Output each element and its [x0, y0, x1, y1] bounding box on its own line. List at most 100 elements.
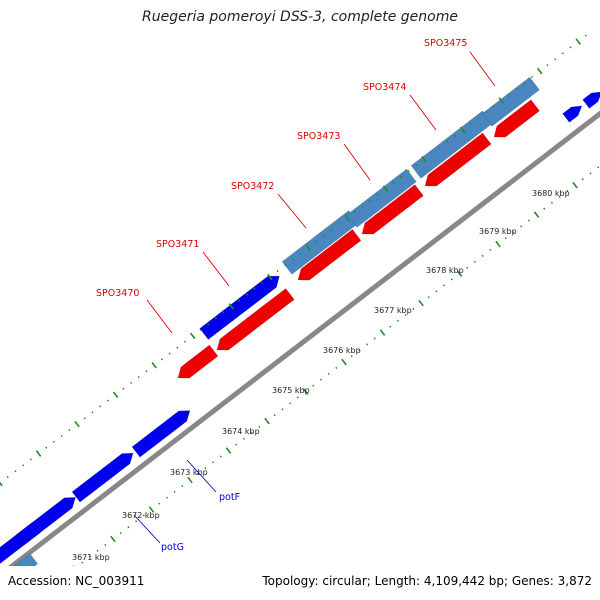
- outer-tick-row: [305, 244, 312, 251]
- gene-label-leader: [186, 459, 217, 493]
- genome-summary-text: Topology: circular; Length: 4,109,442 bp…: [262, 574, 592, 588]
- inner-tick-row: [450, 278, 453, 281]
- forward-cds: [562, 105, 583, 123]
- inner-tick-row: [127, 526, 130, 529]
- gene-label-spo3470: SPO3470: [96, 288, 139, 299]
- inner-tick-row: [389, 325, 392, 328]
- inner-tick-row: [512, 231, 515, 234]
- inner-tick-row: [273, 414, 276, 417]
- inner-tick-row: [566, 189, 569, 193]
- outer-tick-row: [14, 470, 17, 473]
- outer-tick-row: [376, 193, 379, 196]
- outer-tick-row: [207, 323, 210, 326]
- inner-tick-row: [379, 329, 386, 336]
- inner-tick-row: [489, 248, 492, 252]
- outer-tick-row: [593, 29, 594, 30]
- inner-tick-row: [572, 181, 578, 189]
- inner-tick-row: [341, 358, 347, 366]
- outer-tick-row: [184, 340, 187, 343]
- outer-tick-row: [22, 464, 25, 467]
- kbp-tick-label: 3679 kbp: [479, 227, 517, 236]
- inner-tick-row: [481, 254, 484, 257]
- outer-tick-row: [176, 346, 179, 349]
- gene-label-spo3471: SPO3471: [156, 239, 199, 250]
- outer-tick-row: [228, 303, 235, 310]
- forward-cds: [15, 497, 76, 546]
- outer-tick-row: [438, 146, 441, 149]
- reverse-cds: [297, 228, 362, 281]
- outer-tick-row: [530, 75, 534, 78]
- reverse-cds: [361, 184, 424, 235]
- outer-tick-row: [237, 299, 241, 302]
- inner-tick-row: [225, 447, 232, 454]
- inner-tick-row: [302, 388, 309, 395]
- inner-tick-row: [148, 506, 155, 513]
- outer-tick-row: [168, 352, 171, 355]
- outer-tick-row: [382, 185, 389, 192]
- outer-tick-row: [338, 222, 341, 226]
- outer-tick-row: [35, 450, 42, 457]
- inner-tick-row: [533, 211, 540, 218]
- outer-tick-row: [459, 126, 466, 134]
- inner-tick-row: [358, 349, 361, 352]
- inner-tick-row: [581, 178, 584, 181]
- gene-label-leader: [146, 299, 173, 334]
- outer-tick-row: [222, 311, 225, 314]
- outer-tick-row: [68, 428, 71, 432]
- inner-tick-row: [212, 461, 215, 464]
- inner-tick-row: [204, 467, 207, 470]
- forward-cds-light: [12, 553, 39, 566]
- outer-tick-row: [369, 199, 372, 202]
- inner-tick-row: [366, 343, 369, 346]
- inner-tick-row: [187, 476, 193, 484]
- outer-tick-row: [561, 52, 564, 55]
- inner-tick-row: [597, 166, 600, 169]
- outer-tick-row: [469, 122, 472, 126]
- inner-tick-row: [158, 502, 161, 505]
- inner-tick-row: [88, 555, 91, 558]
- gene-label-spo3475: SPO3475: [424, 38, 467, 49]
- outer-tick-row: [189, 332, 196, 340]
- outer-tick-row: [6, 476, 9, 479]
- inner-tick-row: [119, 532, 122, 535]
- outer-tick-row: [245, 293, 248, 296]
- outer-tick-row: [515, 87, 518, 90]
- outer-tick-row: [407, 170, 410, 173]
- inner-tick-row: [173, 490, 176, 493]
- kbp-tick-label: 3671 kbp: [72, 553, 110, 562]
- outer-tick-row: [322, 234, 325, 237]
- outer-tick-row: [74, 420, 80, 428]
- inner-tick-row: [289, 402, 292, 405]
- outer-tick-row: [106, 399, 109, 402]
- kbp-tick-label: 3674 kbp: [222, 427, 260, 436]
- outer-tick-row: [492, 105, 495, 108]
- inner-tick-row: [427, 296, 430, 299]
- inner-tick-row: [96, 549, 99, 552]
- gene-label-spo3473: SPO3473: [297, 131, 340, 142]
- inner-tick-row: [312, 384, 315, 387]
- inner-tick-row: [296, 396, 299, 399]
- kbp-tick-label: 3677 kbp: [374, 306, 412, 315]
- outer-tick-row: [60, 434, 63, 437]
- inner-tick-row: [34, 595, 38, 600]
- gene-label-spo3474: SPO3474: [363, 82, 406, 93]
- inner-tick-row: [181, 484, 184, 487]
- kbp-tick-label: 3678 kbp: [426, 266, 464, 275]
- outer-tick-row: [399, 175, 402, 179]
- outer-tick-row: [430, 152, 433, 155]
- outer-tick-row: [361, 205, 364, 208]
- gene-label-leader: [343, 143, 371, 181]
- inner-tick-row: [558, 195, 561, 198]
- gene-block-spo3472: [346, 168, 417, 228]
- outer-tick-row: [484, 111, 487, 114]
- outer-tick-row: [0, 481, 3, 487]
- outer-tick-row: [267, 273, 273, 281]
- kbp-tick-label: 3675 kbp: [272, 386, 310, 395]
- inner-tick-row: [110, 535, 116, 543]
- forward-cds: [71, 452, 134, 503]
- forward-cds: [582, 91, 600, 109]
- outer-tick-row: [99, 405, 102, 408]
- inner-tick-row: [520, 225, 523, 228]
- outer-tick-row: [498, 97, 504, 104]
- outer-tick-row: [199, 328, 202, 332]
